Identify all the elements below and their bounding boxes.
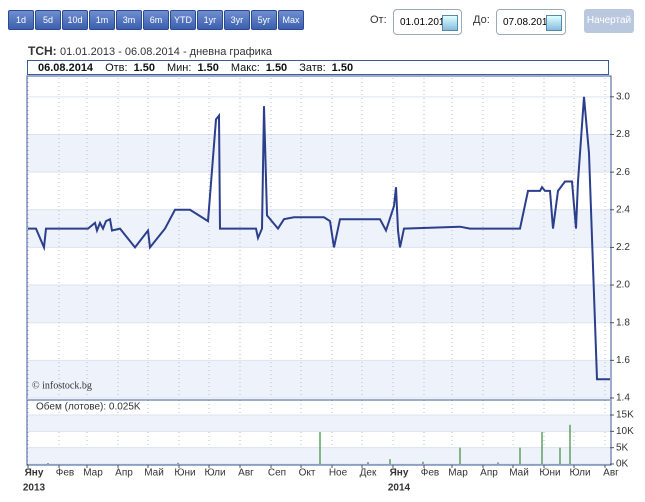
quote-label: Мин: xyxy=(166,62,192,74)
y-tick-label: 3.0 xyxy=(616,91,630,102)
period-button[interactable]: 5d xyxy=(35,10,61,30)
year-label: 2014 xyxy=(388,483,411,494)
x-tick-label: Яну xyxy=(390,468,409,479)
x-tick-label: Мар xyxy=(448,468,468,479)
x-tick-label: Юли xyxy=(204,468,225,479)
quote-bar: 06.08.2014 Отв: 1.50 Мин: 1.50 Макс: 1.50 Затв:… xyxy=(27,60,609,75)
volume-title: Обем (лотове): 0.025K xyxy=(36,401,141,413)
band xyxy=(28,447,610,464)
y-tick-label: 15K xyxy=(616,410,634,421)
x-tick-label: Ное xyxy=(329,468,348,479)
x-tick-label: Фев xyxy=(56,468,74,479)
period-button[interactable]: 10d xyxy=(62,10,88,30)
band xyxy=(28,360,610,398)
quote-value: 1.50 xyxy=(197,62,219,74)
x-tick-label: Юни xyxy=(174,468,195,479)
year-label: 2013 xyxy=(23,483,46,494)
x-tick-label: Дек xyxy=(360,468,377,479)
from-input[interactable]: 01.01.2013 xyxy=(393,9,462,35)
quote-field: Мин: 1.50 xyxy=(167,62,219,74)
x-tick-label: Окт xyxy=(299,468,316,479)
y-tick-label: 10K xyxy=(616,426,634,437)
y-tick-label: 1.8 xyxy=(616,317,630,328)
quote-value: 1.50 xyxy=(331,62,354,74)
period-button[interactable]: 1m xyxy=(89,10,115,30)
quote-label: Отв: xyxy=(105,62,128,74)
x-tick-label: Фев xyxy=(421,468,439,479)
x-tick-label: Авг xyxy=(603,468,619,479)
x-tick-label: Юли xyxy=(569,468,590,479)
x-tick-label: Май xyxy=(509,468,529,479)
quote-field: Отв: 1.50 xyxy=(105,62,155,74)
period-button[interactable]: 1уг xyxy=(197,10,223,30)
y-tick-label: 2.2 xyxy=(616,242,630,253)
chart-heading: TCH: 01.01.2013 - 06.08.2014 - дневна гр… xyxy=(28,44,272,58)
y-tick-label: 5K xyxy=(616,442,629,453)
y-tick-label: 2.8 xyxy=(616,129,630,140)
x-tick-label: Апр xyxy=(115,468,133,479)
quote-field: Макс: 1.50 xyxy=(231,62,287,74)
band xyxy=(28,415,610,432)
quote-date: 06.08.2014 xyxy=(38,62,94,74)
period-button[interactable]: Max xyxy=(278,10,304,30)
from-label: От: xyxy=(370,14,387,26)
y-tick-label: 0K xyxy=(616,459,629,470)
quote-value: 1.50 xyxy=(133,62,155,74)
y-tick-label: 2.4 xyxy=(616,204,630,215)
price-line xyxy=(28,96,610,381)
quote-field: Затв: 1.50 xyxy=(299,62,353,74)
y-tick-label: 1.6 xyxy=(616,355,630,366)
to-value: 07.08.2014 xyxy=(503,17,554,28)
y-tick-label: 2.0 xyxy=(616,280,630,291)
calendar-icon[interactable] xyxy=(442,15,458,31)
calendar-icon[interactable] xyxy=(546,15,562,31)
quote-label: Затв: xyxy=(299,62,326,74)
y-tick-label: 1.4 xyxy=(616,393,630,404)
y-tick-label: 2.6 xyxy=(616,167,630,178)
x-tick-label: Авг xyxy=(238,468,254,479)
x-tick-label: Юни xyxy=(539,468,560,479)
period-button[interactable]: 3уг xyxy=(224,10,250,30)
x-tick-label: Май xyxy=(144,468,164,479)
band xyxy=(28,134,610,173)
quote-label: Макс: xyxy=(230,62,260,74)
chart-title: TCH: xyxy=(28,44,57,58)
quote-value: 1.50 xyxy=(265,62,288,74)
period-button[interactable]: 6m xyxy=(143,10,169,30)
chart-subtitle: 01.01.2013 - 06.08.2014 - дневна графика xyxy=(60,46,272,58)
x-tick-label: Мар xyxy=(83,468,103,479)
x-tick-label: Сеп xyxy=(268,468,286,479)
x-tick-label: Яну xyxy=(25,468,44,479)
period-button[interactable]: 5уг xyxy=(251,10,277,30)
period-button[interactable]: 1d xyxy=(8,10,34,30)
to-input[interactable]: 07.08.2014 xyxy=(496,9,566,35)
period-button[interactable]: 3m xyxy=(116,10,142,30)
submit-button[interactable]: Начертай xyxy=(584,9,634,33)
period-button[interactable]: YTD xyxy=(170,10,196,30)
x-tick-label: Апр xyxy=(480,468,498,479)
band xyxy=(28,285,610,323)
from-value: 01.01.2013 xyxy=(400,17,451,28)
to-label: До: xyxy=(473,14,490,26)
watermark: © infostock.bg xyxy=(32,380,92,391)
